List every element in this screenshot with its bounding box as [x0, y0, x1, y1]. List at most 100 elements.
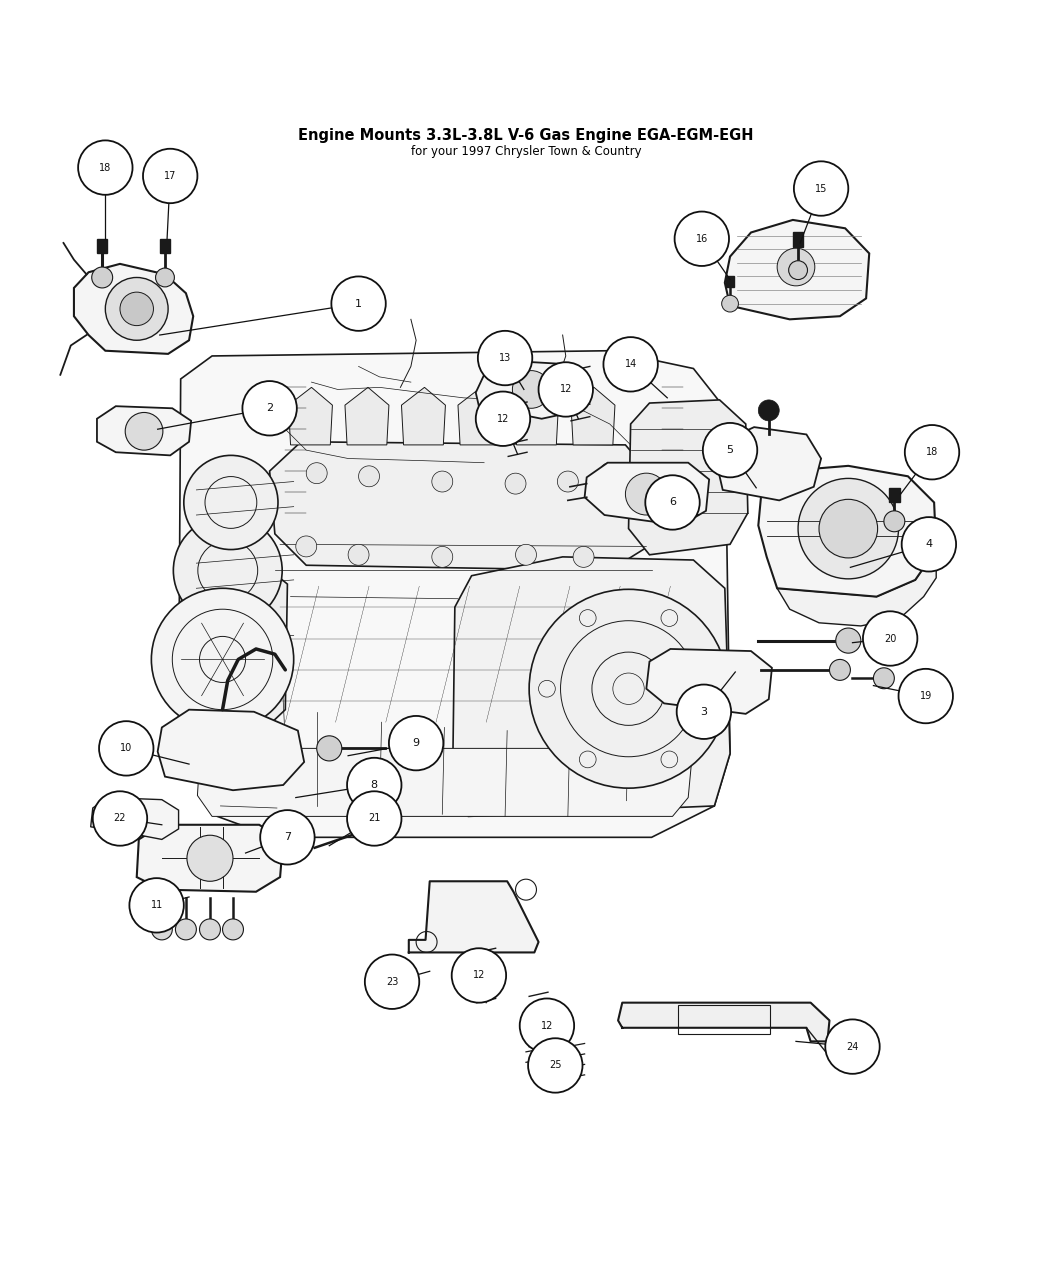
Circle shape — [505, 474, 526, 494]
Circle shape — [777, 248, 815, 286]
Text: 19: 19 — [919, 691, 932, 701]
Circle shape — [92, 267, 113, 287]
Polygon shape — [179, 351, 730, 838]
Circle shape — [78, 140, 133, 195]
Polygon shape — [452, 557, 730, 816]
Text: 10: 10 — [120, 743, 133, 753]
Circle shape — [529, 589, 728, 788]
Text: Engine Mounts 3.3L-3.8L V-6 Gas Engine EGA-EGM-EGH: Engine Mounts 3.3L-3.8L V-6 Gas Engine E… — [299, 128, 753, 143]
Circle shape — [120, 292, 154, 326]
Polygon shape — [345, 387, 389, 444]
Polygon shape — [628, 400, 748, 554]
Circle shape — [347, 757, 402, 812]
Text: 15: 15 — [815, 184, 827, 194]
Circle shape — [306, 462, 327, 484]
Circle shape — [873, 668, 894, 688]
Polygon shape — [269, 442, 656, 571]
Text: 11: 11 — [150, 900, 163, 911]
Circle shape — [348, 544, 369, 566]
Polygon shape — [585, 462, 709, 525]
Circle shape — [528, 1038, 583, 1093]
Circle shape — [205, 476, 257, 529]
Circle shape — [722, 295, 739, 312]
Circle shape — [260, 810, 315, 865]
Circle shape — [151, 589, 294, 730]
Circle shape — [515, 544, 537, 566]
Circle shape — [200, 919, 221, 940]
Circle shape — [151, 919, 173, 940]
Circle shape — [825, 1019, 879, 1074]
Circle shape — [863, 612, 917, 665]
Circle shape — [613, 673, 644, 705]
Circle shape — [820, 499, 877, 558]
Circle shape — [125, 412, 163, 450]
Circle shape — [200, 636, 245, 682]
Text: 23: 23 — [386, 977, 399, 987]
Bar — [97, 239, 107, 253]
Polygon shape — [409, 881, 539, 953]
Bar — [793, 232, 804, 248]
Circle shape — [561, 621, 696, 757]
Circle shape — [242, 381, 297, 435]
Text: 12: 12 — [472, 971, 485, 981]
Circle shape — [674, 212, 729, 266]
Circle shape — [431, 471, 452, 492]
Polygon shape — [619, 1002, 829, 1041]
Polygon shape — [514, 387, 559, 444]
Circle shape — [365, 954, 420, 1009]
Circle shape — [187, 835, 232, 881]
Polygon shape — [402, 387, 445, 444]
Circle shape — [884, 511, 905, 531]
Circle shape — [223, 919, 243, 940]
Text: 18: 18 — [926, 447, 938, 457]
Circle shape — [184, 456, 278, 549]
Text: 5: 5 — [727, 446, 733, 455]
Text: 12: 12 — [541, 1020, 553, 1031]
Polygon shape — [90, 798, 179, 839]
Text: 18: 18 — [99, 162, 112, 172]
Polygon shape — [158, 710, 304, 790]
Text: 21: 21 — [368, 813, 381, 824]
Circle shape — [451, 949, 506, 1002]
Circle shape — [173, 609, 272, 710]
Circle shape — [645, 475, 700, 530]
Circle shape — [835, 628, 861, 653]
Circle shape — [105, 277, 168, 340]
Circle shape — [347, 792, 402, 845]
Circle shape — [176, 919, 197, 940]
Text: 14: 14 — [625, 359, 636, 369]
Bar — [160, 239, 170, 253]
Circle shape — [600, 462, 621, 484]
Circle shape — [317, 736, 342, 761]
Text: 9: 9 — [412, 738, 420, 748]
Circle shape — [143, 148, 198, 203]
Polygon shape — [476, 361, 587, 419]
Circle shape — [798, 479, 898, 578]
Circle shape — [512, 370, 550, 409]
Circle shape — [359, 466, 380, 487]
Circle shape — [829, 659, 850, 681]
Polygon shape — [288, 387, 332, 444]
Circle shape — [99, 722, 154, 775]
Polygon shape — [758, 466, 936, 596]
Text: 22: 22 — [114, 813, 126, 824]
Circle shape — [156, 268, 175, 287]
Bar — [677, 1005, 770, 1034]
Circle shape — [331, 276, 386, 331]
Circle shape — [174, 516, 282, 624]
Circle shape — [703, 423, 757, 478]
Circle shape — [905, 425, 959, 479]
Polygon shape — [716, 427, 822, 501]
Bar — [726, 276, 734, 287]
Circle shape — [478, 331, 532, 386]
Circle shape — [789, 261, 808, 280]
Circle shape — [431, 547, 452, 567]
Circle shape — [389, 716, 443, 770]
Polygon shape — [646, 649, 772, 714]
Polygon shape — [198, 748, 691, 816]
Circle shape — [93, 792, 147, 845]
Polygon shape — [74, 264, 194, 354]
Text: 2: 2 — [266, 404, 274, 414]
Circle shape — [558, 471, 579, 492]
Polygon shape — [179, 566, 287, 728]
